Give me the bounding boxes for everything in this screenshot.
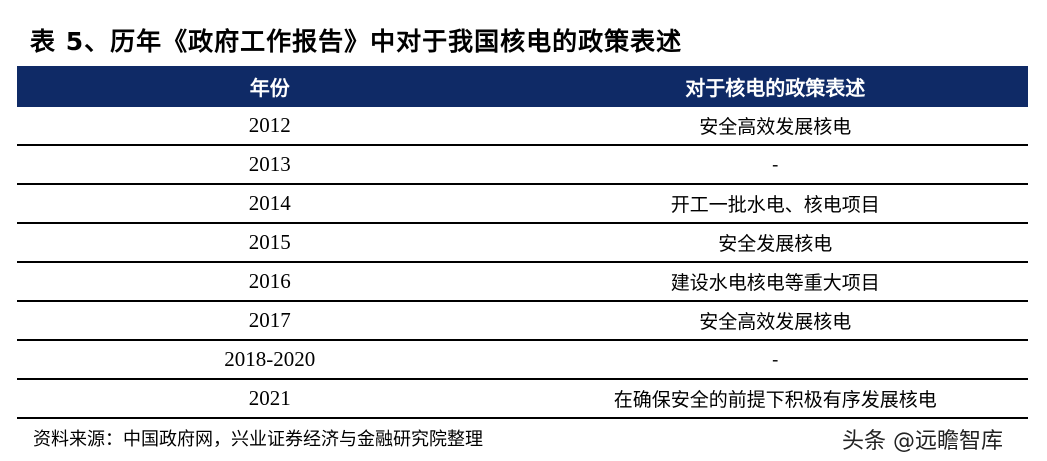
table-row: 2012 安全高效发展核电 [17,107,1028,146]
header-year: 年份 [17,66,523,107]
policy-table: 年份 对于核电的政策表述 2012 安全高效发展核电 2013-2014 开工一批水电… [17,66,1028,419]
year-cell: 2018-2020 [17,340,523,380]
source-note: 资料来源：中国政府网，兴业证券经济与金融研究院整理 [33,429,483,450]
table-row: 2016 建设水电核电等重大项目 [17,262,1028,302]
year-cell: 2017 [17,301,523,341]
table-row: 2015 安全发展核电 [17,223,1028,263]
year-cell: 2014 [17,184,523,224]
policy-cell: 安全高效发展核电 [522,107,1028,146]
policy-cell: - [522,340,1028,380]
year-cell: 2021 [17,379,523,419]
policy-cell: 安全发展核电 [522,223,1028,263]
year-cell: 2012 [17,107,523,146]
table-row: 2017 安全高效发展核电 [17,301,1028,341]
policy-cell: - [522,145,1028,185]
header-policy: 对于核电的政策表述 [522,66,1028,107]
table-row: 2018-2020- [17,340,1028,380]
table-row: 2014 开工一批水电、核电项目 [17,184,1028,224]
year-cell: 2016 [17,262,523,302]
policy-cell: 在确保安全的前提下积极有序发展核电 [522,379,1028,419]
policy-cell: 开工一批水电、核电项目 [522,184,1028,224]
watermark: 头条 @远瞻智库 [842,429,1003,454]
table-title: 表 5、历年《政府工作报告》中对于我国核电的政策表述 [30,27,683,56]
table-row: 2013- [17,145,1028,185]
year-cell: 2013 [17,145,523,185]
policy-cell: 建设水电核电等重大项目 [522,262,1028,302]
table-row: 2021 在确保安全的前提下积极有序发展核电 [17,379,1028,419]
year-cell: 2015 [17,223,523,263]
table-header-row: 年份 对于核电的政策表述 [17,66,1028,107]
policy-cell: 安全高效发展核电 [522,301,1028,341]
